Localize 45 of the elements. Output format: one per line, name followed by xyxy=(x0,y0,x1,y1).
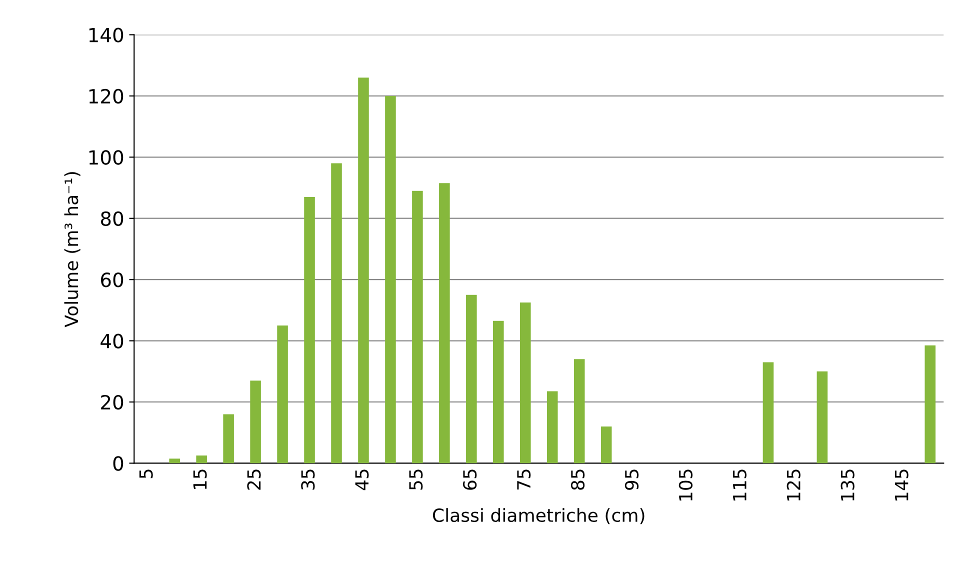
bar xyxy=(223,414,234,464)
x-tick-label: 35 xyxy=(301,470,315,490)
bar xyxy=(250,380,261,464)
bar xyxy=(816,371,828,464)
bar xyxy=(304,196,315,464)
bar xyxy=(546,391,558,464)
bar xyxy=(331,163,342,464)
y-tick-label: 60 xyxy=(101,272,124,288)
bar xyxy=(439,183,450,464)
bar xyxy=(412,190,423,464)
bar xyxy=(762,362,774,464)
bar xyxy=(520,302,531,464)
y-tick-label: 80 xyxy=(100,211,124,226)
x-tick-label: 5 xyxy=(139,470,153,478)
x-tick-label: 135 xyxy=(840,470,854,501)
bar xyxy=(600,426,612,464)
x-tick-label: 45 xyxy=(355,470,369,490)
x-tick-label: 145 xyxy=(894,470,908,501)
bar xyxy=(385,96,396,464)
x-tick-label: 25 xyxy=(247,470,261,490)
x-tick-label: 55 xyxy=(409,470,423,490)
x-axis-title: Classi diametriche (cm) xyxy=(432,508,644,524)
y-tick-label: 0 xyxy=(113,456,124,471)
bar xyxy=(924,345,936,464)
bar xyxy=(358,78,369,464)
bar xyxy=(466,294,477,464)
y-tick-label: 20 xyxy=(101,394,124,410)
bar xyxy=(277,325,288,464)
bar xyxy=(493,320,504,464)
x-tick-label: 75 xyxy=(517,470,531,490)
x-tick-label: 95 xyxy=(624,470,639,490)
x-tick-label: 85 xyxy=(570,470,585,490)
bar xyxy=(169,458,180,464)
y-tick-label: 100 xyxy=(89,150,124,165)
x-tick-label: 65 xyxy=(462,470,477,490)
y-tick-label: 120 xyxy=(89,88,124,104)
x-tick-label: 115 xyxy=(733,470,746,501)
x-tick-label: 105 xyxy=(678,470,693,501)
y-axis-title: Volume (m³ ha⁻¹) xyxy=(64,172,80,328)
y-tick-label: 40 xyxy=(100,334,124,348)
x-tick-label: 15 xyxy=(193,470,207,490)
y-tick-label: 140 xyxy=(89,28,124,42)
bar xyxy=(196,456,207,464)
bar xyxy=(574,359,585,464)
x-tick-label: 125 xyxy=(786,470,800,501)
